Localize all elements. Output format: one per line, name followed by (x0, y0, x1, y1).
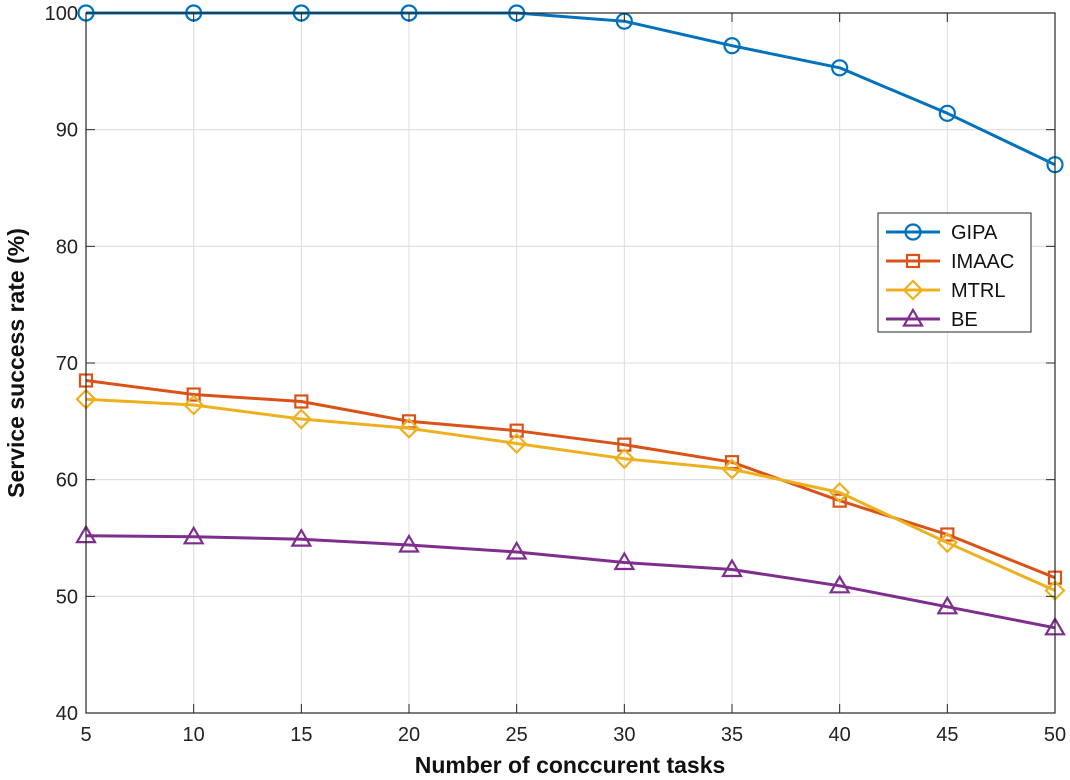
data-point-be (721, 558, 743, 578)
data-point-mtrl (613, 448, 635, 470)
data-point-be (290, 527, 313, 547)
data-point-be (398, 533, 420, 553)
y-axis-title: Service success rate (%) (3, 228, 29, 498)
data-point-mtrl (721, 458, 743, 480)
data-point-gipa (938, 104, 956, 122)
y-tick-label: 60 (56, 470, 78, 492)
y-tick-label: 70 (56, 353, 78, 375)
legend-marker-mtrl (902, 279, 924, 301)
data-point-be (613, 551, 636, 571)
x-tick-label: 25 (506, 724, 528, 746)
y-tick-label: 80 (56, 236, 78, 258)
data-point-be (182, 525, 205, 545)
legend-marker-gipa (904, 223, 922, 241)
y-tick-label: 100 (45, 3, 78, 25)
x-tick-label: 30 (613, 724, 635, 746)
legend-item-imaac: IMAAC (886, 251, 1014, 273)
data-point-mtrl (506, 432, 528, 455)
y-tick-label: 40 (56, 703, 78, 725)
x-tick-label: 40 (829, 724, 851, 746)
legend-label-gipa: GIPA (951, 222, 998, 244)
x-tick-label: 45 (936, 724, 958, 746)
series-mtrl (75, 388, 1066, 602)
x-axis-title: Number of conccurent tasks (415, 752, 726, 778)
data-point-imaac (509, 423, 524, 438)
legend-label-mtrl: MTRL (951, 280, 1005, 302)
data-point-mtrl (183, 394, 205, 416)
tick-labels: 5 10 15 20 25 30 35 40 45 50 40 50 60 70 80 90 100 (45, 3, 1067, 746)
data-point-gipa (831, 59, 849, 77)
legend-label-imaac: IMAAC (951, 251, 1014, 273)
x-tick-label: 15 (290, 724, 312, 746)
x-tick-label: 50 (1044, 724, 1066, 746)
data-point-imaac (186, 387, 201, 402)
legend-label-be: BE (951, 309, 978, 331)
x-tick-label: 20 (398, 724, 420, 746)
data-point-be (828, 574, 851, 594)
data-point-be (936, 595, 959, 615)
data-point-imaac (832, 493, 847, 508)
legend-item-mtrl: MTRL (886, 279, 1005, 302)
x-tick-label: 10 (183, 724, 205, 746)
data-point-mtrl (829, 481, 851, 504)
data-point-mtrl (290, 408, 312, 430)
legend-item-gipa: GIPA (886, 222, 998, 244)
x-tick-label: 35 (721, 724, 743, 746)
y-tick-label: 50 (56, 586, 78, 608)
data-point-mtrl (398, 417, 420, 439)
data-point-gipa (723, 37, 741, 55)
y-tick-label: 90 (56, 120, 78, 142)
data-point-imaac (940, 527, 955, 542)
data-point-imaac (294, 394, 309, 409)
x-tick-label: 5 (80, 724, 91, 746)
legend-marker-imaac (905, 253, 921, 269)
data-point-mtrl (936, 532, 958, 554)
series-line-mtrl (85, 397, 1056, 592)
legend-item-be: BE (886, 307, 978, 331)
data-point-be (505, 540, 528, 560)
series-line-be (85, 534, 1056, 630)
legend: GIPA IMAAC MTRL BE (877, 212, 1032, 333)
legend-marker-be (902, 307, 924, 327)
